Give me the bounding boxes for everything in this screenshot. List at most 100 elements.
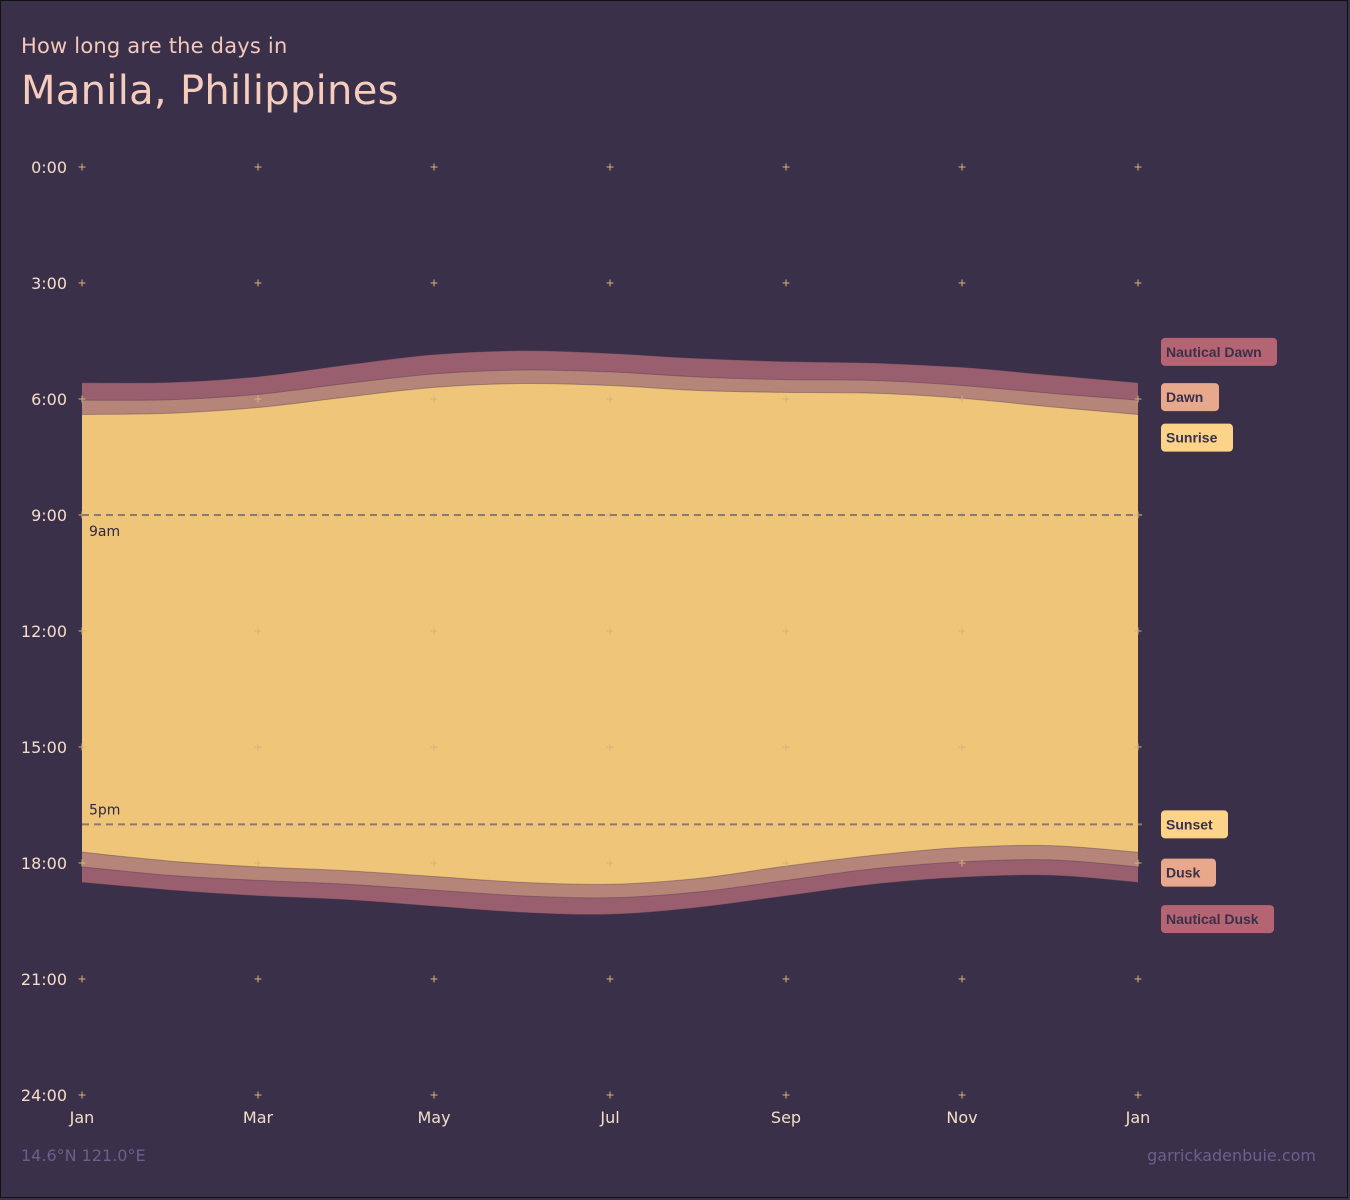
grid-marker	[782, 163, 790, 171]
legend-label-box	[1161, 905, 1274, 934]
legend-label-box	[1161, 810, 1228, 839]
x-tick-label: Jul	[599, 1108, 619, 1127]
legend-sunrise: Sunrise	[1161, 423, 1233, 452]
y-tick-label: 6:00	[31, 390, 67, 409]
grid-marker	[1134, 743, 1142, 751]
series-line-nautical-dusk	[81, 874, 1139, 916]
grid-marker	[1134, 395, 1142, 403]
grid-marker	[606, 743, 614, 751]
grid-marker	[430, 859, 438, 867]
grid-marker	[606, 395, 614, 403]
grid-marker	[78, 395, 86, 403]
y-tick-label: 18:00	[21, 854, 67, 873]
legend-nautical-dusk: Nautical Dusk	[1161, 905, 1274, 934]
grid-marker	[782, 743, 790, 751]
grid-marker	[606, 163, 614, 171]
grid-marker	[254, 859, 262, 867]
grid-marker	[958, 279, 966, 287]
x-tick-label: Jan	[69, 1108, 95, 1127]
grid-marker	[254, 163, 262, 171]
series-line-dawn	[81, 369, 1139, 401]
grid-marker	[1134, 1091, 1142, 1099]
legend-nautical-dawn: Nautical Dawn	[1161, 337, 1277, 366]
grid-marker	[1134, 163, 1142, 171]
legend-dusk: Dusk	[1161, 858, 1216, 887]
y-tick-label: 12:00	[21, 622, 67, 641]
guide-label-5pm: 5pm	[89, 802, 120, 818]
grid-marker	[78, 163, 86, 171]
grid-marker	[606, 279, 614, 287]
grid-marker	[782, 975, 790, 983]
credit-link[interactable]: garrickadenbuie.com	[1147, 1146, 1316, 1165]
grid-marker	[606, 859, 614, 867]
grid-marker	[958, 859, 966, 867]
x-tick-label: Jan	[1125, 1108, 1151, 1127]
y-tick-label: 24:00	[21, 1086, 67, 1105]
grid-marker	[782, 859, 790, 867]
grid-marker	[430, 743, 438, 751]
legend-sunset: Sunset	[1161, 810, 1228, 839]
grid-marker	[254, 743, 262, 751]
grid-marker	[1134, 279, 1142, 287]
grid-marker	[606, 1091, 614, 1099]
grid-marker	[430, 163, 438, 171]
grid-marker	[782, 1091, 790, 1099]
grid-marker	[430, 395, 438, 403]
grid-marker	[78, 975, 86, 983]
grid-marker	[958, 627, 966, 635]
y-tick-label: 0:00	[31, 158, 67, 177]
legend-label-box	[1161, 337, 1277, 366]
legend-label-text: Nautical Dusk	[1166, 911, 1259, 927]
grid-marker	[254, 627, 262, 635]
grid-marker	[782, 395, 790, 403]
series-line-sunset	[81, 844, 1139, 885]
legend-label-box	[1161, 383, 1219, 412]
legend-label-text: Sunrise	[1166, 430, 1218, 446]
chart-subtitle: How long are the days in	[21, 34, 288, 58]
y-tick-label: 9:00	[31, 506, 67, 525]
grid-marker	[958, 395, 966, 403]
x-tick-label: Mar	[243, 1108, 274, 1127]
grid-marker	[430, 279, 438, 287]
grid-marker	[606, 627, 614, 635]
grid-marker	[606, 975, 614, 983]
chart-title: Manila, Philippines	[21, 68, 399, 114]
series-line-nautical-dawn	[81, 350, 1139, 384]
grid-marker	[254, 279, 262, 287]
grid-marker	[78, 1091, 86, 1099]
legend-label-text: Nautical Dawn	[1166, 344, 1262, 360]
grid-marker	[78, 743, 86, 751]
legend-label-text: Sunset	[1166, 816, 1213, 832]
grid-marker	[78, 627, 86, 635]
grid-marker	[958, 1091, 966, 1099]
x-tick-label: May	[417, 1108, 450, 1127]
grid-marker	[78, 859, 86, 867]
grid-marker	[1134, 859, 1142, 867]
grid-marker	[78, 279, 86, 287]
y-tick-label: 15:00	[21, 738, 67, 757]
grid-marker	[958, 743, 966, 751]
x-tick-label: Sep	[771, 1108, 801, 1127]
legend-label-box	[1161, 423, 1233, 452]
grid-marker	[782, 627, 790, 635]
grid-marker	[782, 279, 790, 287]
legend-label-text: Dusk	[1166, 865, 1200, 881]
grid-marker	[430, 975, 438, 983]
grid-marker	[958, 975, 966, 983]
grid-marker	[1134, 975, 1142, 983]
legend-label-box	[1161, 858, 1216, 887]
y-tick-label: 21:00	[21, 970, 67, 989]
legend-dawn: Dawn	[1161, 383, 1219, 412]
legend-label-text: Dawn	[1166, 389, 1203, 405]
grid-marker	[1134, 627, 1142, 635]
guide-label-9am: 9am	[89, 524, 120, 540]
location-coordinates: 14.6°N 121.0°E	[21, 1146, 146, 1165]
x-tick-label: Nov	[946, 1108, 977, 1127]
y-tick-label: 3:00	[31, 274, 67, 293]
grid-marker	[254, 975, 262, 983]
grid-marker	[430, 627, 438, 635]
grid-marker	[254, 395, 262, 403]
grid-marker	[254, 1091, 262, 1099]
grid-marker	[958, 163, 966, 171]
